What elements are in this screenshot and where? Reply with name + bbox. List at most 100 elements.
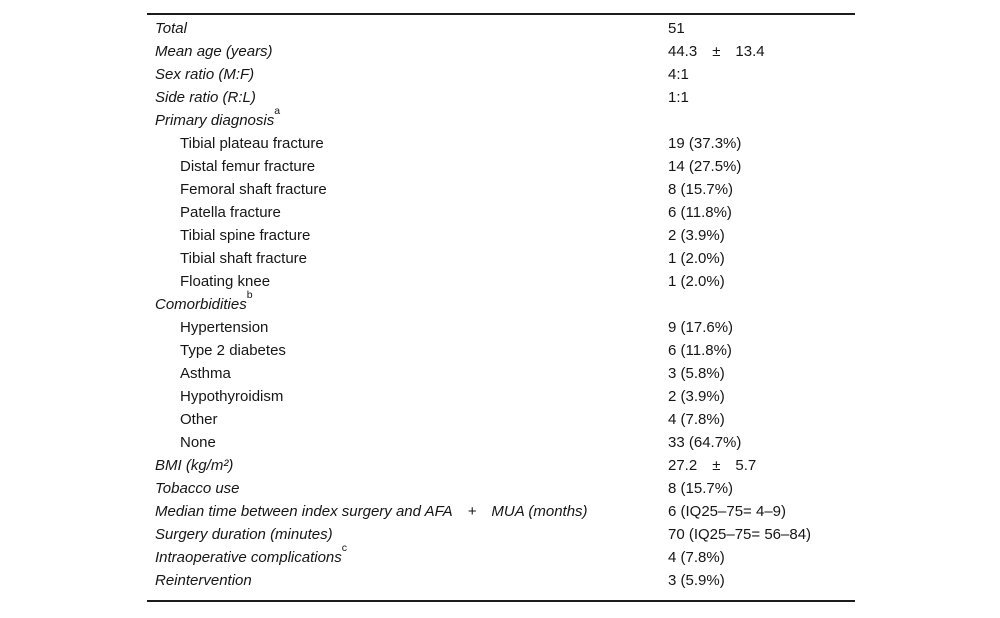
row-value: 2 (3.9%) [668, 388, 725, 405]
row-label: Tobacco use [147, 477, 668, 500]
row-label: Distal femur fracture [147, 155, 668, 178]
row-label-text: Intraoperative complications [155, 549, 342, 566]
table-row: None 33 (64.7%) [147, 431, 855, 454]
table-row: Primary diagnosisa [147, 106, 855, 132]
row-value: 27.2 ± 5.7 [668, 457, 757, 474]
row-value [668, 293, 855, 316]
row-label-text: Type 2 diabetes [180, 342, 286, 359]
table-row: Tibial shaft fracture 1 (2.0%) [147, 247, 855, 270]
row-label: Femoral shaft fracture [147, 178, 668, 201]
row-label: Asthma [147, 362, 668, 385]
row-value: 51 [668, 20, 685, 37]
row-label: Sex ratio (M:F) [147, 63, 668, 86]
row-label: Median time between index surgery and AF… [147, 500, 668, 523]
row-label: Reintervention [147, 569, 668, 592]
row-label-text: Hypothyroidism [180, 388, 284, 405]
row-value: 8 (15.7%) [668, 181, 734, 198]
row-label: Comorbiditiesb [147, 290, 668, 316]
row-label: Patella fracture [147, 201, 668, 224]
row-footnote-marker: b [246, 289, 253, 301]
row-label: Tibial spine fracture [147, 224, 668, 247]
row-label-text: Side ratio (R:L) [155, 89, 256, 106]
row-footnote-marker: c [341, 542, 348, 554]
table-row: Type 2 diabetes 6 (11.8%) [147, 339, 855, 362]
row-label-text: Femoral shaft fracture [180, 181, 327, 198]
row-value: 3 (5.9%) [668, 572, 725, 589]
row-value: 9 (17.6%) [668, 319, 734, 336]
row-label: Total [147, 17, 668, 40]
table-row: Intraoperative complicationsc 4 (7.8%) [147, 543, 855, 569]
row-label-text: Tobacco use [155, 480, 240, 497]
table-row: Mean age (years) 44.3 ± 13.4 [147, 40, 855, 63]
row-label-text: None [180, 434, 216, 451]
row-label: Tibial shaft fracture [147, 247, 668, 270]
row-label: Hypertension [147, 316, 668, 339]
row-label: Primary diagnosisa [147, 106, 668, 132]
table-row: Tobacco use 8 (15.7%) [147, 477, 855, 500]
table-row: Asthma 3 (5.8%) [147, 362, 855, 385]
row-label-text: Sex ratio (M:F) [155, 66, 255, 83]
table-row: Tibial spine fracture 2 (3.9%) [147, 224, 855, 247]
row-label-text: Primary diagnosis [155, 112, 275, 129]
table-row: Other 4 (7.8%) [147, 408, 855, 431]
row-value: 6 (IQ25–75= 4–9) [668, 503, 787, 520]
table-row: Tibial plateau fracture 19 (37.3%) [147, 132, 855, 155]
row-value: 14 (27.5%) [668, 158, 742, 175]
table-row: Surgery duration (minutes) 70 (IQ25–75= … [147, 523, 855, 546]
row-label: BMI (kg/m²) [147, 454, 668, 477]
row-label: Hypothyroidism [147, 385, 668, 408]
row-label: Tibial plateau fracture [147, 132, 668, 155]
row-label-text: Other [180, 411, 218, 428]
row-label-text: Floating knee [180, 273, 271, 290]
table-row: Distal femur fracture 14 (27.5%) [147, 155, 855, 178]
row-value: 6 (11.8%) [668, 342, 732, 359]
row-value: 3 (5.8%) [668, 365, 725, 382]
row-label: Mean age (years) [147, 40, 668, 63]
row-value: 1 (2.0%) [668, 250, 725, 267]
row-label-text: Total [155, 20, 187, 37]
row-label: Other [147, 408, 668, 431]
row-value: 6 (11.8%) [668, 204, 732, 221]
table-row: Hypothyroidism 2 (3.9%) [147, 385, 855, 408]
row-label: Side ratio (R:L) [147, 86, 668, 109]
table-row: Hypertension 9 (17.6%) [147, 316, 855, 339]
row-value: 4:1 [668, 66, 689, 83]
row-label-text: Surgery duration (minutes) [155, 526, 333, 543]
row-value: 70 (IQ25–75= 56–84) [668, 526, 812, 543]
table-row: Side ratio (R:L) 1:1 [147, 86, 855, 109]
row-value: 8 (15.7%) [668, 480, 734, 497]
row-value: 1:1 [668, 89, 689, 106]
row-label-text: Tibial plateau fracture [180, 135, 324, 152]
demographics-table-body: Total 51 Mean age (years) 44.3 ± 13.4 Se… [147, 17, 855, 592]
row-value: 4 (7.8%) [668, 549, 725, 566]
demographics-table: Total 51 Mean age (years) 44.3 ± 13.4 Se… [147, 13, 855, 602]
row-label-text: Tibial spine fracture [180, 227, 311, 244]
table-row: Total 51 [147, 17, 855, 40]
row-value: 44.3 ± 13.4 [668, 43, 765, 60]
row-label-text: Asthma [180, 365, 231, 382]
row-label-text: Median time between index surgery and AF… [155, 503, 588, 520]
table-row: BMI (kg/m²) 27.2 ± 5.7 [147, 454, 855, 477]
table-row: Median time between index surgery and AF… [147, 500, 855, 523]
row-label-text: Comorbidities [155, 296, 247, 313]
table-row: Floating knee 1 (2.0%) [147, 270, 855, 293]
row-label-text: Mean age (years) [155, 43, 273, 60]
row-label-text: Patella fracture [180, 204, 281, 221]
row-label: None [147, 431, 668, 454]
row-label-text: Tibial shaft fracture [180, 250, 307, 267]
table-row: Comorbiditiesb [147, 290, 855, 316]
row-label-text: Distal femur fracture [180, 158, 316, 175]
row-value: 4 (7.8%) [668, 411, 725, 428]
row-footnote-marker: a [274, 105, 281, 117]
row-value [668, 109, 855, 132]
table-row: Patella fracture 6 (11.8%) [147, 201, 855, 224]
row-label: Type 2 diabetes [147, 339, 668, 362]
row-value: 1 (2.0%) [668, 273, 725, 290]
row-label-text: BMI (kg/m²) [155, 457, 234, 474]
row-label: Intraoperative complicationsc [147, 543, 668, 569]
table-row: Reintervention 3 (5.9%) [147, 569, 855, 592]
row-label: Floating knee [147, 270, 668, 293]
row-value: 33 (64.7%) [668, 434, 742, 451]
table-row: Femoral shaft fracture 8 (15.7%) [147, 178, 855, 201]
